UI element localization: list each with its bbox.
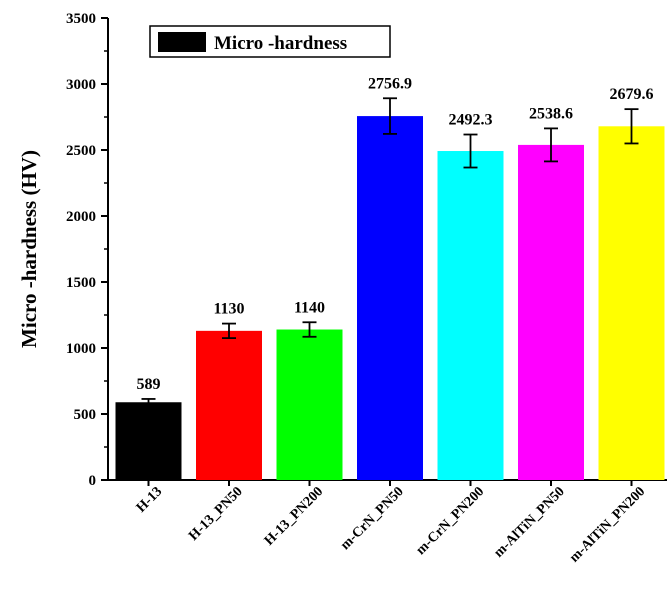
x-category-label: m-AlTiN_PN50 [491,484,567,560]
bar [115,402,182,480]
y-ticks-group: 0 500 1000 1500 2000 2500 3000 3500 [66,11,108,489]
bar [357,116,423,480]
legend-label: Micro -hardness [214,33,347,54]
x-category-label: m-CrN_PN200 [413,484,487,558]
error-bars-group [141,97,639,407]
y-tick-label: 500 [74,407,97,423]
legend-box [149,25,391,58]
y-tick-label: 3000 [66,77,96,93]
bar [598,126,665,481]
bar [518,144,584,481]
bar [276,329,343,480]
legend: Micro -hardness [149,25,391,58]
data-label: 2679.6 [610,86,654,103]
y-tick-label: 2500 [66,143,96,159]
y-tick-label: 1500 [66,275,96,291]
data-label: 2538.6 [529,105,573,122]
bar [196,330,262,480]
y-tick-label: 0 [89,473,97,489]
data-label: 589 [137,376,161,393]
y-tick-label: 1000 [66,341,96,357]
bar [437,151,504,480]
x-category-labels-group: H-13 H-13_PN50 H-13_PN200 m-CrN_PN50 m-CrN_P… [134,480,648,566]
data-label: 1140 [294,299,325,316]
x-category-label: H-13_PN50 [186,484,246,544]
x-category-label: H-13 [134,484,166,516]
y-tick-label: 2000 [66,209,96,225]
data-label: 2756.9 [368,75,412,92]
data-label: 2492.3 [449,112,493,129]
y-tick-label: 3500 [66,11,96,27]
x-category-label: m-CrN_PN50 [338,484,407,553]
y-axis-title: Micro -hardness (HV) [17,150,41,348]
data-labels-group: 589 1130 1140 2756.9 2492.3 2538.6 2679.6 [137,75,654,393]
legend-swatch [158,32,206,52]
data-label: 1130 [213,301,244,318]
x-category-label: H-13_PN200 [262,484,327,549]
x-category-label: m-AlTiN_PN200 [567,484,648,565]
bars-group [115,116,665,481]
